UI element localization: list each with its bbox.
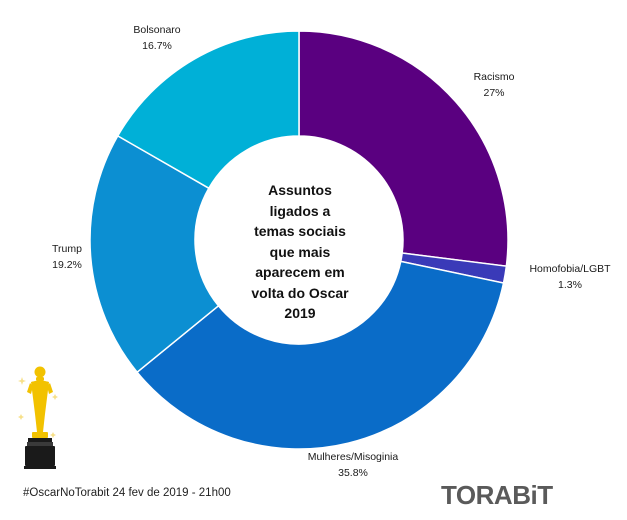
slice-label-mulheres-value: 35.8% (338, 467, 368, 479)
chart-title-line: volta do Oscar (251, 284, 349, 301)
chart-title-line: ligados a (269, 202, 331, 219)
footer-hashtag: #OscarNoTorabit 24 fev de 2019 - 21h00 (23, 487, 231, 499)
slice-label-homofobia-value: 1.3% (558, 279, 582, 291)
slice-label-bolsonaro: Bolsonaro 16.7% (122, 22, 192, 54)
chart-title-line: aparecem em (255, 264, 345, 280)
torabit-logo: TORABiT (441, 480, 553, 510)
slice-label-homofobia-name: Homofobia/LGBT (529, 263, 611, 275)
slice-label-mulheres: Mulheres/Misoginia 35.8% (293, 449, 413, 481)
chart-title: Assuntos ligados a temas sociais que mai… (232, 180, 368, 324)
slice-label-homofobia: Homofobia/LGBT 1.3% (515, 261, 625, 293)
chart-title-line: 2019 (284, 305, 316, 321)
slice-label-racismo-name: Racismo (473, 71, 515, 83)
donut-slice-racismo (298, 30, 509, 268)
donut-slice-bolsonaro (116, 30, 300, 190)
slice-label-racismo-value: 27% (483, 87, 505, 99)
donut-slice-trump (89, 134, 220, 374)
slice-label-mulheres-name: Mulheres/Misoginia (307, 451, 399, 463)
chart-title-line: Assuntos (268, 182, 332, 198)
donut-slice-mulheres-misoginia (136, 260, 505, 450)
chart-title-line: que mais (269, 243, 331, 260)
slice-label-racismo: Racismo 27% (462, 69, 526, 101)
oscar-statuette-icon (18, 366, 58, 469)
chart-title-line: temas sociais (254, 223, 346, 239)
slice-label-trump-value: 19.2% (52, 259, 82, 271)
slice-label-trump: Trump 19.2% (45, 241, 89, 273)
slice-label-bolsonaro-name: Bolsonaro (133, 24, 181, 36)
slice-label-trump-name: Trump (52, 243, 82, 255)
slice-label-bolsonaro-value: 16.7% (142, 40, 172, 52)
